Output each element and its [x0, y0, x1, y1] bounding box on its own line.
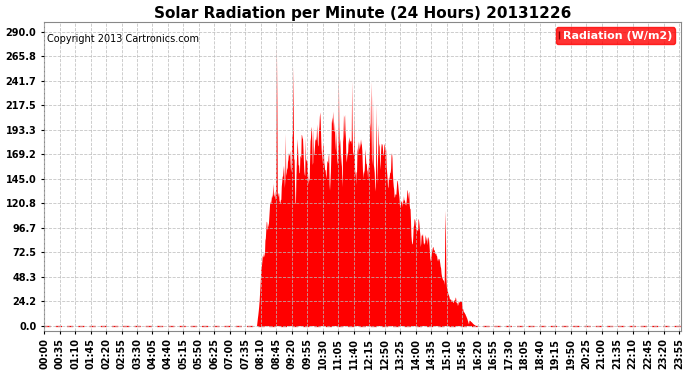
Text: Copyright 2013 Cartronics.com: Copyright 2013 Cartronics.com: [47, 34, 199, 44]
Title: Solar Radiation per Minute (24 Hours) 20131226: Solar Radiation per Minute (24 Hours) 20…: [154, 6, 571, 21]
Legend: Radiation (W/m2): Radiation (W/m2): [556, 27, 676, 44]
